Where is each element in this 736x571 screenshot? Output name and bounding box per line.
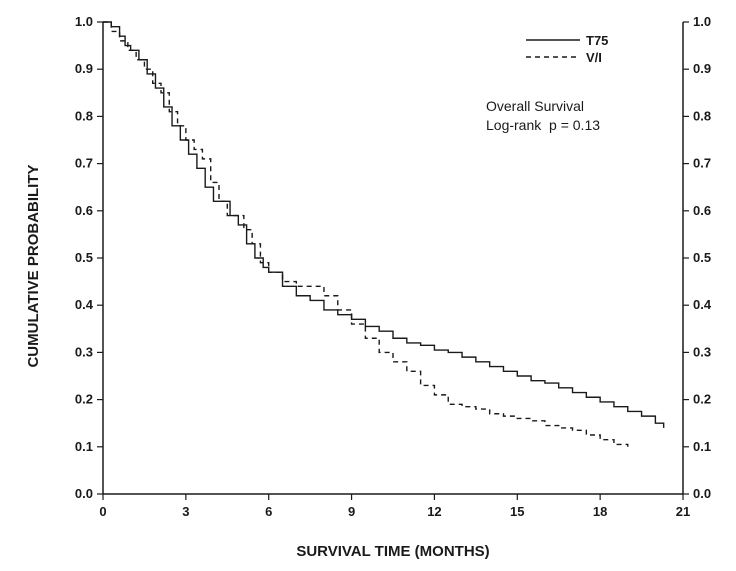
y-tick-label-right: 0.8	[693, 108, 711, 123]
y-tick-label-left: 0.1	[75, 439, 93, 454]
annotation-overall-survival: Overall Survival	[486, 98, 584, 114]
x-tick-label: 18	[593, 504, 607, 519]
y-axis-title: CUMULATIVE PROBABILITY	[25, 164, 42, 367]
x-tick-label: 9	[348, 504, 355, 519]
y-tick-label-left: 0.0	[75, 486, 93, 501]
y-tick-label-right: 0.4	[693, 297, 712, 312]
y-tick-label-right: 0.6	[693, 203, 711, 218]
y-tick-label-right: 0.7	[693, 156, 711, 171]
legend-label-t75: T75	[586, 33, 608, 48]
y-tick-label-right: 0.2	[693, 392, 711, 407]
y-tick-label-left: 0.5	[75, 250, 93, 265]
y-tick-label-right: 0.0	[693, 486, 711, 501]
x-tick-label: 0	[99, 504, 106, 519]
series-line-vi	[103, 21, 629, 447]
x-tick-label: 3	[182, 504, 189, 519]
y-tick-label-left: 0.9	[75, 61, 93, 76]
y-tick-label-right: 1.0	[693, 14, 711, 29]
ticks-group: 0.0 0.0 0.1 0.1 0.2 0.2 0.3 0.3 0.4 0.4 0.5 0.5 0.6 0…	[75, 14, 712, 519]
x-tick-label: 15	[510, 504, 524, 519]
y-tick-label-right: 0.3	[693, 344, 711, 359]
y-tick-label-right: 0.5	[693, 250, 711, 265]
series-line-t75	[103, 21, 665, 428]
y-tick-label-left: 0.3	[75, 344, 93, 359]
y-tick-label-right: 0.1	[693, 439, 711, 454]
legend: T75 V/I	[526, 33, 608, 65]
y-tick-label-left: 0.2	[75, 392, 93, 407]
y-tick-label-left: 0.7	[75, 156, 93, 171]
y-tick-label-left: 1.0	[75, 14, 93, 29]
x-tick-label: 6	[265, 504, 272, 519]
axes-group	[102, 22, 684, 495]
y-tick-label-left: 0.4	[75, 297, 94, 312]
x-tick-label: 21	[676, 504, 690, 519]
series-group	[103, 21, 665, 447]
legend-label-vi: V/I	[586, 50, 602, 65]
y-tick-label-left: 0.6	[75, 203, 93, 218]
x-tick-label: 12	[427, 504, 441, 519]
y-tick-label-right: 0.9	[693, 61, 711, 76]
x-axis-title: SURVIVAL TIME (MONTHS)	[296, 543, 489, 560]
annotation-logrank: Log-rank p = 0.13	[486, 117, 600, 133]
y-tick-label-left: 0.8	[75, 108, 93, 123]
